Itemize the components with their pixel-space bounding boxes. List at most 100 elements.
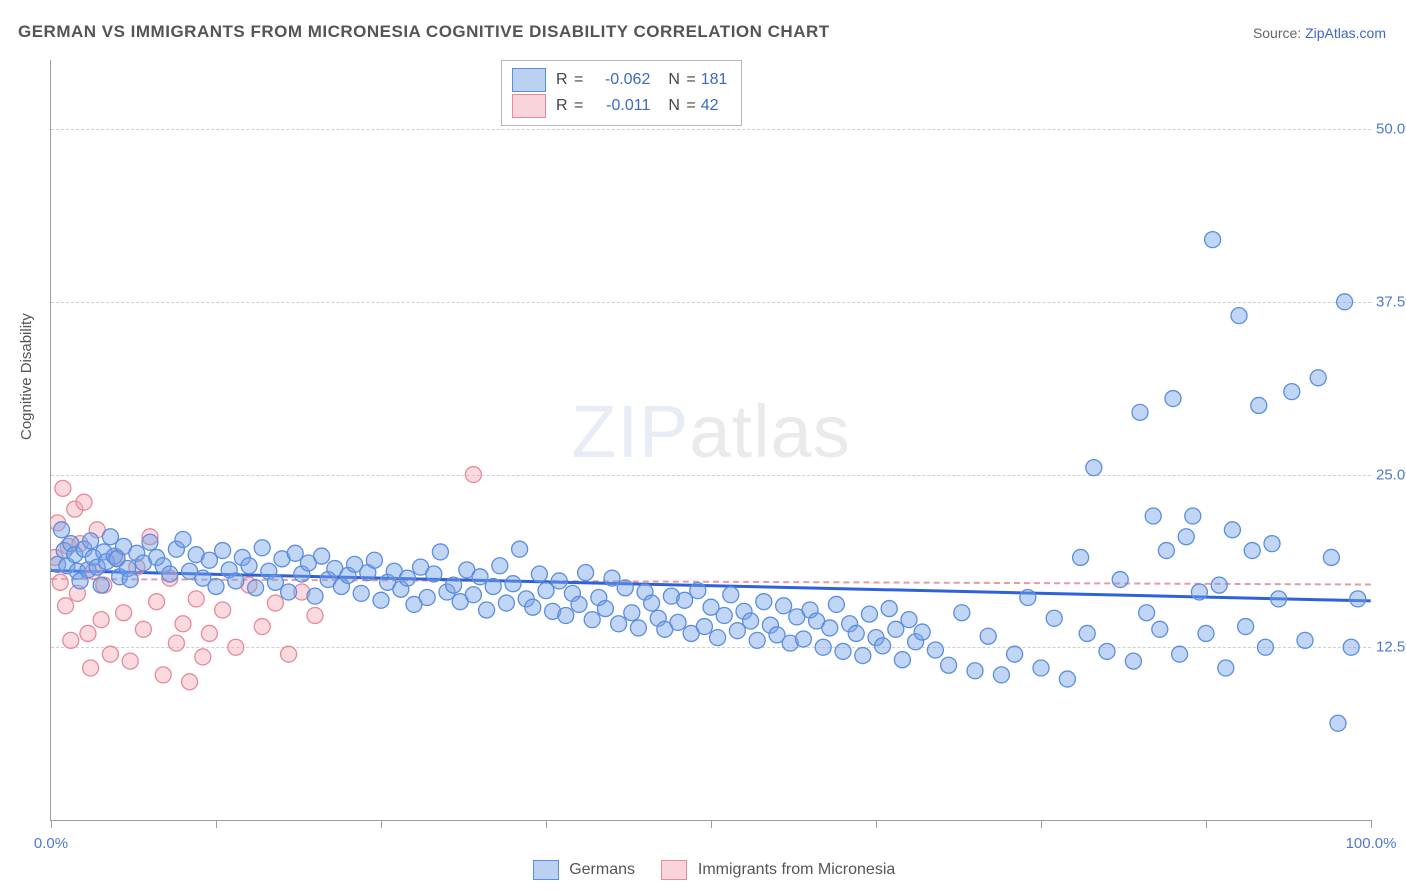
correlation-legend: R = -0.062 N = 181 R = -0.011 N = 42 (501, 60, 742, 126)
x-tick (876, 820, 877, 828)
scatter-point-blue (1112, 572, 1128, 588)
scatter-point-blue (624, 605, 640, 621)
scatter-point-blue (446, 577, 462, 593)
legend-n-value: 181 (701, 71, 728, 89)
scatter-point-pink (307, 607, 323, 623)
scatter-point-blue (980, 628, 996, 644)
y-tick-label: 12.5% (1376, 639, 1406, 656)
legend-series-label: Immigrants from Micronesia (698, 861, 895, 878)
scatter-point-blue (142, 534, 158, 550)
scatter-point-blue (254, 540, 270, 556)
scatter-point-blue (1211, 577, 1227, 593)
scatter-point-blue (1251, 397, 1267, 413)
scatter-point-blue (241, 558, 257, 574)
legend-series-label: Germans (569, 861, 635, 878)
scatter-point-blue (1323, 549, 1339, 565)
legend-r-label: R = (556, 97, 584, 115)
scatter-point-blue (743, 613, 759, 629)
scatter-point-blue (1152, 621, 1168, 637)
scatter-point-blue (875, 638, 891, 654)
legend-swatch-blue (512, 68, 546, 92)
scatter-point-blue (644, 595, 660, 611)
scatter-point-pink (281, 646, 297, 662)
legend-r-value: -0.011 (584, 97, 650, 115)
scatter-point-blue (465, 587, 481, 603)
scatter-point-blue (479, 602, 495, 618)
scatter-point-blue (492, 558, 508, 574)
y-tick-label: 50.0% (1376, 121, 1406, 138)
chart-container: GERMAN VS IMMIGRANTS FROM MICRONESIA COG… (0, 0, 1406, 892)
scatter-point-blue (749, 632, 765, 648)
scatter-point-blue (426, 566, 442, 582)
scatter-point-blue (795, 631, 811, 647)
scatter-point-blue (175, 531, 191, 547)
x-tick (51, 820, 52, 828)
scatter-point-blue (1231, 308, 1247, 324)
scatter-point-pink (267, 595, 283, 611)
scatter-point-pink (76, 494, 92, 510)
scatter-point-blue (505, 576, 521, 592)
scatter-point-blue (901, 612, 917, 628)
scatter-point-pink (122, 653, 138, 669)
legend-swatch-pink (512, 94, 546, 118)
scatter-point-pink (254, 619, 270, 635)
x-tick-label: 100.0% (1346, 835, 1397, 852)
scatter-point-blue (815, 639, 831, 655)
scatter-point-blue (690, 583, 706, 599)
scatter-point-blue (314, 548, 330, 564)
scatter-point-blue (670, 614, 686, 630)
legend-r-value: -0.062 (584, 71, 650, 89)
scatter-point-blue (776, 598, 792, 614)
scatter-point-pink (228, 639, 244, 655)
scatter-point-blue (1264, 536, 1280, 552)
scatter-point-blue (1297, 632, 1313, 648)
x-tick (711, 820, 712, 828)
source-label: Source: (1253, 25, 1305, 41)
y-axis-title: Cognitive Disability (18, 313, 35, 440)
scatter-point-blue (914, 624, 930, 640)
scatter-point-blue (861, 606, 877, 622)
scatter-point-blue (1198, 625, 1214, 641)
scatter-point-pink (93, 612, 109, 628)
series-legend: Germans Immigrants from Micronesia (0, 860, 1406, 880)
y-tick-label: 25.0% (1376, 466, 1406, 483)
scatter-point-blue (617, 580, 633, 596)
x-tick (381, 820, 382, 828)
scatter-point-blue (485, 578, 501, 594)
scatter-point-blue (248, 580, 264, 596)
scatter-point-blue (822, 620, 838, 636)
source-link[interactable]: ZipAtlas.com (1305, 25, 1386, 41)
scatter-point-blue (571, 596, 587, 612)
scatter-point-blue (432, 544, 448, 560)
scatter-point-blue (1284, 384, 1300, 400)
scatter-point-blue (1099, 643, 1115, 659)
scatter-point-blue (307, 588, 323, 604)
scatter-point-pink (102, 646, 118, 662)
scatter-point-blue (1350, 591, 1366, 607)
scatter-point-pink (116, 605, 132, 621)
scatter-point-blue (710, 630, 726, 646)
scatter-point-blue (1244, 543, 1260, 559)
scatter-point-blue (954, 605, 970, 621)
scatter-point-blue (1086, 460, 1102, 476)
legend-swatch-blue (533, 860, 559, 880)
scatter-point-blue (399, 570, 415, 586)
scatter-point-blue (1178, 529, 1194, 545)
scatter-point-blue (1033, 660, 1049, 676)
scatter-point-blue (584, 612, 600, 628)
scatter-point-blue (1205, 232, 1221, 248)
scatter-point-blue (756, 594, 772, 610)
scatter-point-blue (1224, 522, 1240, 538)
scatter-point-blue (993, 667, 1009, 683)
scatter-point-blue (83, 533, 99, 549)
scatter-point-pink (195, 649, 211, 665)
scatter-point-pink (182, 674, 198, 690)
y-tick-label: 37.5% (1376, 293, 1406, 310)
scatter-point-blue (1079, 625, 1095, 641)
scatter-point-blue (373, 592, 389, 608)
legend-n-label: N = (668, 97, 696, 115)
scatter-point-blue (54, 522, 70, 538)
scatter-point-blue (1310, 370, 1326, 386)
scatter-point-blue (525, 599, 541, 615)
scatter-point-pink (52, 574, 68, 590)
